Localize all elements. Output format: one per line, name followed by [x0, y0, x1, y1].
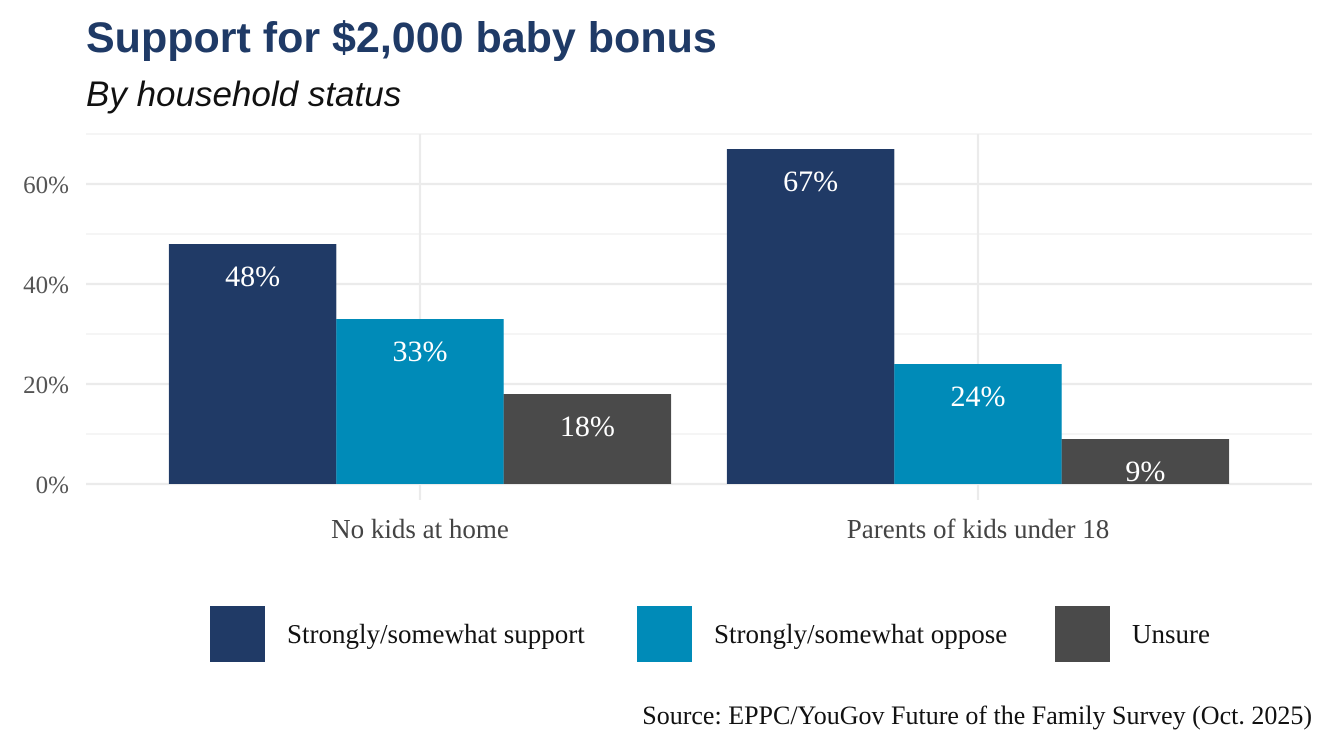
x-category-label: Parents of kids under 18 [847, 514, 1109, 544]
bar [726, 149, 895, 484]
legend-label: Strongly/somewhat support [287, 619, 585, 649]
bar-value-label: 48% [225, 260, 280, 293]
legend: Strongly/somewhat support Strongly/somewh… [210, 606, 1210, 662]
legend-label: Strongly/somewhat oppose [714, 619, 1007, 649]
bars [168, 149, 1230, 484]
y-tick-label: 60% [23, 172, 69, 199]
legend-swatch [637, 606, 692, 662]
source-note: Source: EPPC/YouGov Future of the Family… [642, 701, 1312, 730]
legend-swatch [210, 606, 265, 662]
bar [503, 394, 672, 484]
legend-swatch [1055, 606, 1110, 662]
legend-label: Unsure [1132, 619, 1210, 649]
x-category-label: No kids at home [331, 514, 509, 544]
y-axis-ticks: 0% 20% 40% 60% [23, 172, 69, 499]
chart-title: Support for $2,000 baby bonus [86, 14, 717, 62]
bar-value-label: 9% [1125, 455, 1165, 488]
y-tick-label: 0% [36, 472, 69, 499]
bar-value-label: 33% [393, 335, 448, 368]
bar [168, 244, 337, 484]
x-axis-categories: No kids at home Parents of kids under 18 [331, 514, 1109, 544]
y-tick-label: 40% [23, 272, 69, 299]
bar-value-label: 67% [783, 165, 838, 198]
chart-subtitle: By household status [86, 75, 401, 114]
bar [336, 319, 504, 484]
bar [894, 364, 1062, 484]
bar-labels: 48% 33% 18% 67% 24% 9% [225, 165, 1165, 488]
bar-value-label: 18% [560, 410, 615, 443]
y-tick-label: 20% [23, 372, 69, 399]
bar [1061, 439, 1230, 484]
bar-value-label: 24% [951, 380, 1006, 413]
